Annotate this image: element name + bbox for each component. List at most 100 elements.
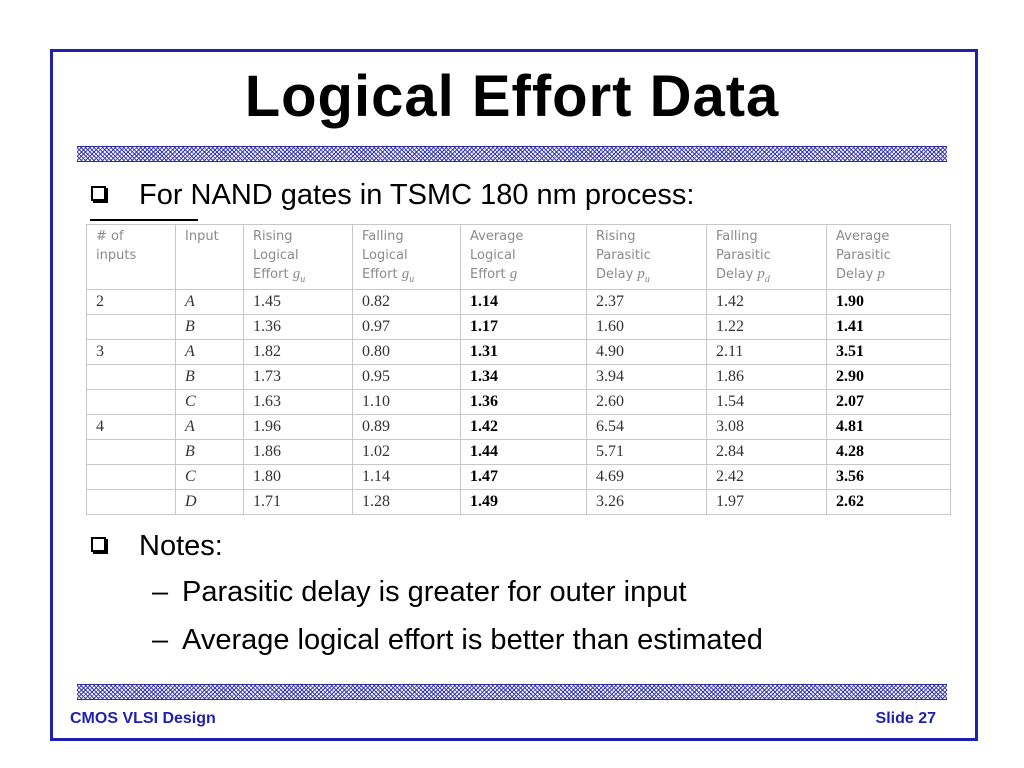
variable-subscript: u — [644, 274, 650, 285]
table-cell — [86, 364, 176, 390]
table-body: 2 A 1.45 0.82 1.14 2.37 1.42 1.90 B 1.36 0.97 1.17 1… — [86, 289, 951, 515]
table-cell: 1.54 — [706, 389, 827, 415]
table-cell: 1.97 — [706, 489, 827, 515]
column-header: Rising Logical Effort gu — [243, 224, 353, 290]
table-cell — [86, 314, 176, 340]
variable-symbol: g — [509, 266, 518, 282]
table-cell: 3.51 — [826, 339, 951, 365]
table-cell: 2.90 — [826, 364, 951, 390]
column-header-line: Delay — [716, 267, 754, 282]
table-cell: 1.02 — [352, 439, 461, 465]
table-cell: 0.97 — [352, 314, 461, 340]
column-header-line: Effort — [362, 267, 398, 282]
column-header-variable: p — [877, 266, 885, 282]
column-header: Rising Parasitic Delay pu — [586, 224, 707, 290]
column-header-line: inputs — [96, 248, 137, 263]
table-cell: 3.56 — [826, 464, 951, 490]
table-cell: B — [175, 314, 244, 340]
column-header-variable: pd — [757, 266, 770, 285]
table-cell: 4.81 — [826, 414, 951, 440]
variable-symbol: p — [637, 266, 645, 282]
table-cell: 1.49 — [460, 489, 587, 515]
table-cell: 2.07 — [826, 389, 951, 415]
bottom-divider-band — [77, 684, 947, 700]
table-cell: 0.82 — [352, 289, 461, 315]
table-cell: 1.42 — [460, 414, 587, 440]
column-header-line: Logical — [470, 248, 516, 263]
variable-subscript: u — [409, 274, 415, 285]
table-cell: 1.82 — [243, 339, 353, 365]
column-header-line: Input — [185, 229, 219, 244]
variable-symbol: g — [401, 266, 410, 282]
table-cell: 2.84 — [706, 439, 827, 465]
table-cell: 3.26 — [586, 489, 707, 515]
bullet-notes: Notes: — [139, 530, 223, 562]
table-cell: 6.54 — [586, 414, 707, 440]
table-cell — [86, 464, 176, 490]
table-cell: 0.89 — [352, 414, 461, 440]
table-cell — [86, 439, 176, 465]
table-cell: 1.90 — [826, 289, 951, 315]
table-cell: 4 — [86, 414, 176, 440]
table-cell — [86, 389, 176, 415]
table-cell: 3.08 — [706, 414, 827, 440]
table-cell: C — [175, 389, 244, 415]
column-header-line: Rising — [596, 229, 636, 244]
checkbox-bullet-icon — [91, 186, 106, 201]
table-row: C 1.80 1.14 1.47 4.69 2.42 3.56 — [86, 464, 951, 490]
column-header: Average Logical Effort g — [460, 224, 587, 290]
table-cell: 1.60 — [586, 314, 707, 340]
table-cell: 1.71 — [243, 489, 353, 515]
table-cell: 1.22 — [706, 314, 827, 340]
column-header-variable: g — [510, 266, 518, 282]
table-row: 3 A 1.82 0.80 1.31 4.90 2.11 3.51 — [86, 339, 951, 365]
table-cell: 1.28 — [352, 489, 461, 515]
table-cell: 1.36 — [460, 389, 587, 415]
column-header-line: Falling — [716, 229, 758, 244]
variable-subscript: d — [764, 274, 770, 285]
column-header: Input — [175, 224, 244, 290]
table-cell: 1.10 — [352, 389, 461, 415]
table-cell: 4.90 — [586, 339, 707, 365]
bullet-nand-gates: For NAND gates in TSMC 180 nm process: — [139, 179, 695, 211]
table-cell: 1.17 — [460, 314, 587, 340]
table-cell: 2.37 — [586, 289, 707, 315]
sub-bullet-average: – Average logical effort is better than e… — [152, 623, 763, 657]
table-row: B 1.73 0.95 1.34 3.94 1.86 2.90 — [86, 364, 951, 390]
variable-subscript: u — [300, 274, 306, 285]
table-cell — [86, 489, 176, 515]
table-row: C 1.63 1.10 1.36 2.60 1.54 2.07 — [86, 389, 951, 415]
column-header-line: Falling — [362, 229, 404, 244]
logical-effort-table: # of inputs Input Rising Logical Effort gu Fal… — [86, 224, 951, 515]
table-cell: 1.44 — [460, 439, 587, 465]
table-cell: 2.11 — [706, 339, 827, 365]
column-header-line: Logical — [362, 248, 408, 263]
table-cell: 1.47 — [460, 464, 587, 490]
table-cell: 2.62 — [826, 489, 951, 515]
table-cell: 1.42 — [706, 289, 827, 315]
table-cell: 1.63 — [243, 389, 353, 415]
sub-bullet-text: Parasitic delay is greater for outer inp… — [182, 576, 687, 608]
column-header: Average Parasitic Delay p — [826, 224, 951, 290]
column-header-line: Effort — [470, 267, 506, 282]
table-cell: 1.86 — [243, 439, 353, 465]
column-header-line: Delay — [596, 267, 634, 282]
column-header-line: Effort — [253, 267, 289, 282]
table-cell: 0.95 — [352, 364, 461, 390]
table-cell: 0.80 — [352, 339, 461, 365]
table-cell: B — [175, 364, 244, 390]
slide-title: Logical Effort Data — [244, 64, 780, 129]
column-header-line: Rising — [253, 229, 293, 244]
table-cell: 3 — [86, 339, 176, 365]
footer-course-name: CMOS VLSI Design — [70, 710, 216, 727]
column-header-line: Parasitic — [836, 248, 891, 263]
column-header-line: # of — [96, 229, 124, 244]
table-cell: 1.34 — [460, 364, 587, 390]
footer-slide-number: Slide 27 — [875, 710, 936, 727]
sub-bullet-parasitic: – Parasitic delay is greater for outer in… — [152, 575, 687, 609]
table-cell: 4.69 — [586, 464, 707, 490]
table-cell: 2.42 — [706, 464, 827, 490]
underline-decoration — [90, 219, 198, 221]
column-header-line: Average — [470, 229, 524, 244]
checkbox-bullet-icon — [91, 537, 106, 552]
